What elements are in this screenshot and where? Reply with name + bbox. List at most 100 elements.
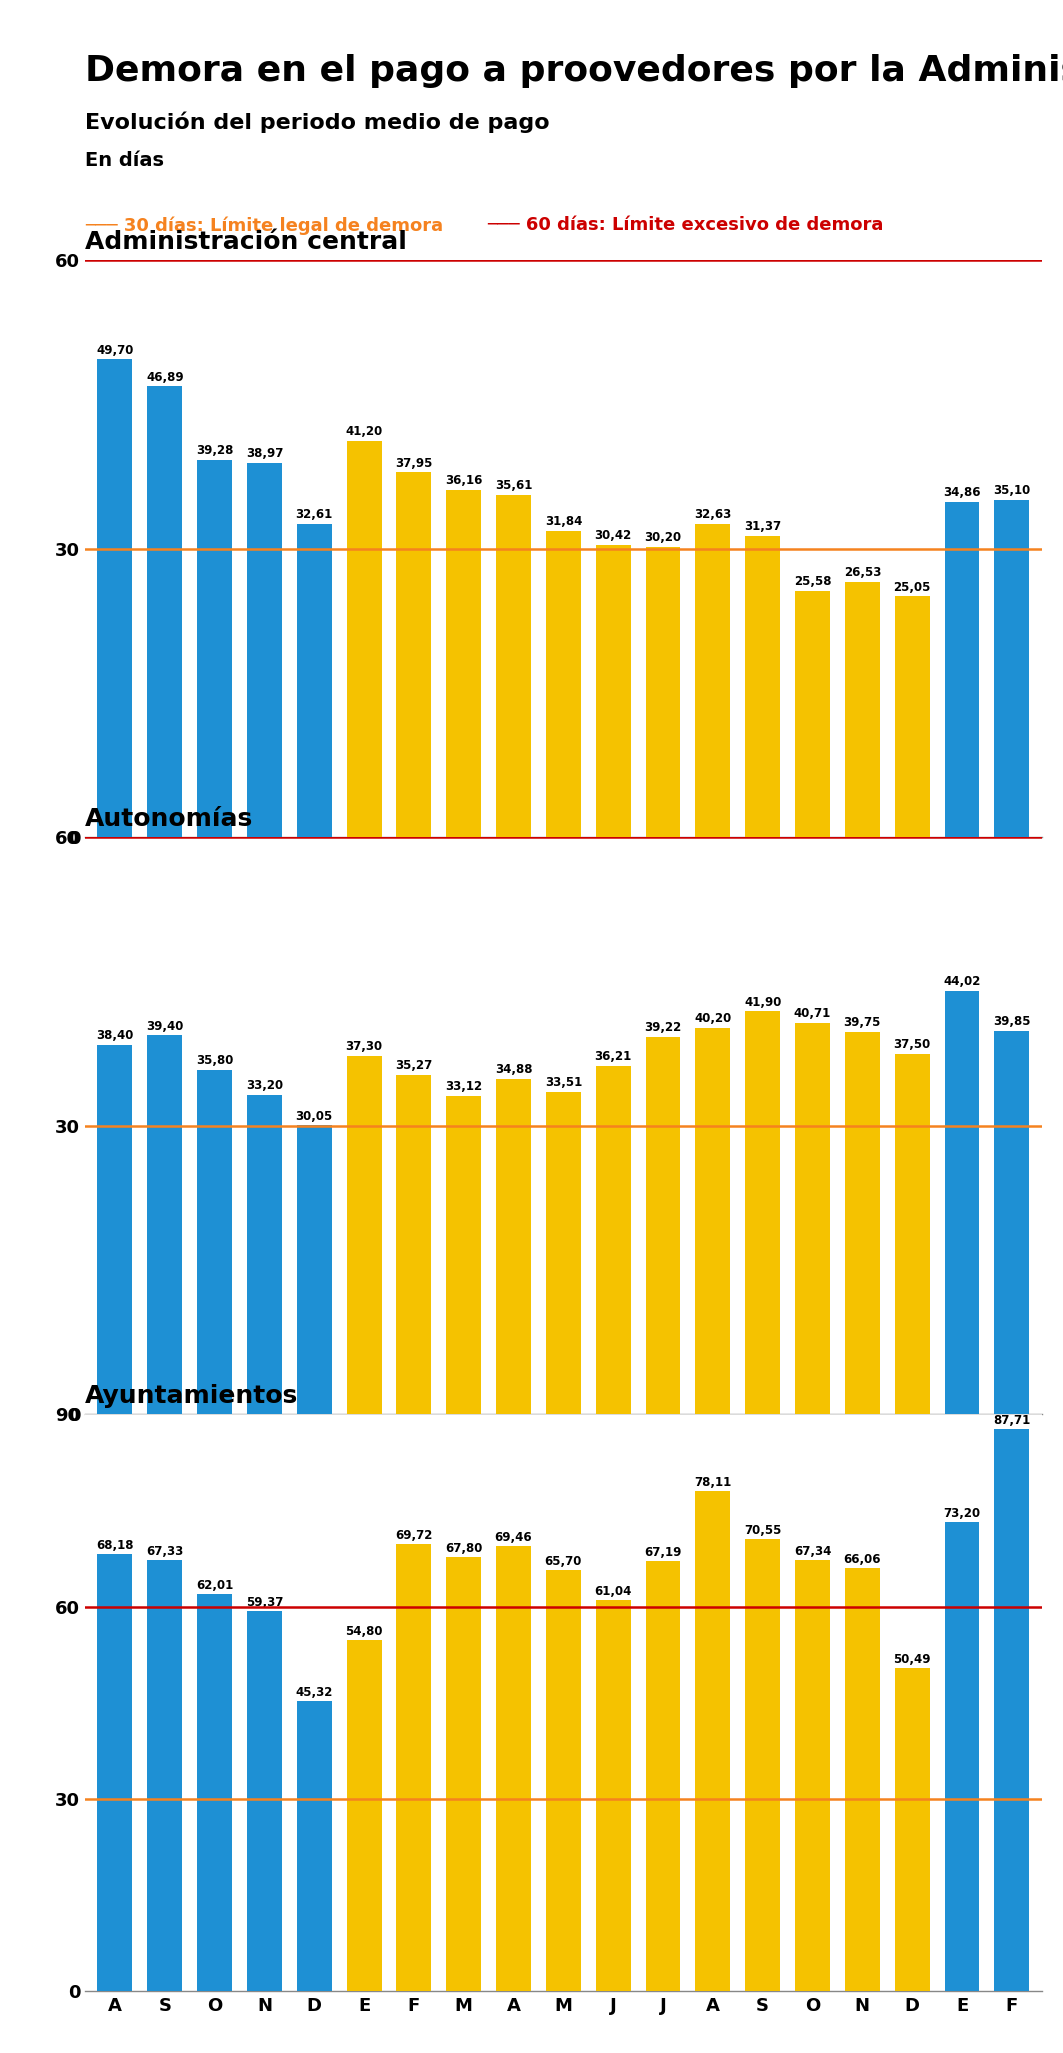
Text: 68,18: 68,18 [96,1540,134,1552]
Text: 2018: 2018 [191,1501,238,1519]
Text: 33,12: 33,12 [445,1080,483,1092]
Bar [895,597,930,838]
Text: 66,06: 66,06 [844,1552,881,1566]
Text: 2018: 2018 [191,924,238,942]
Text: 41,20: 41,20 [345,425,383,437]
Text: 36,21: 36,21 [594,1051,631,1063]
Text: 50,49: 50,49 [893,1653,931,1665]
Text: 61,04: 61,04 [594,1585,631,1597]
Bar [795,1560,830,1991]
Bar [546,1571,580,1991]
Text: 46,89: 46,89 [146,370,184,384]
Bar [695,524,730,838]
Text: 54,80: 54,80 [345,1626,383,1638]
Text: 31,84: 31,84 [544,515,583,528]
Bar [745,1012,780,1415]
Bar [347,1055,382,1415]
Text: Ayuntamientos: Ayuntamientos [85,1384,299,1408]
Text: 39,22: 39,22 [644,1020,681,1035]
Text: Autonomías: Autonomías [85,807,253,831]
Text: Demora en el pago a proovedores por la Administración: Demora en el pago a proovedores por la A… [85,51,1063,88]
Bar [98,1045,133,1415]
Text: 2019: 2019 [440,1501,487,1519]
Bar [845,1568,880,1991]
Bar [98,1554,133,1991]
Bar [645,546,680,838]
Bar [595,544,630,838]
Text: 67,19: 67,19 [644,1546,681,1558]
Bar [297,524,332,838]
Text: 38,40: 38,40 [97,1029,134,1043]
Text: 39,85: 39,85 [993,1016,1031,1029]
Text: 37,30: 37,30 [345,1039,383,1053]
Text: 69,72: 69,72 [395,1529,433,1542]
Bar [98,359,133,838]
Text: 87,71: 87,71 [993,1415,1030,1427]
Text: 35,27: 35,27 [395,1059,433,1072]
Text: 30,05: 30,05 [296,1109,333,1123]
Text: 39,40: 39,40 [146,1020,184,1033]
Text: 2020: 2020 [939,1501,985,1519]
Bar [546,532,580,838]
Text: 2020: 2020 [939,924,985,942]
Bar [148,386,182,838]
Text: 35,80: 35,80 [196,1053,233,1068]
Bar [595,1066,630,1415]
Text: 30,42: 30,42 [594,530,631,542]
Text: 40,20: 40,20 [694,1012,731,1024]
Bar [645,1560,680,1991]
Bar [197,1593,232,1991]
Bar [994,1429,1029,1991]
Text: 34,88: 34,88 [494,1063,533,1076]
Text: 30,20: 30,20 [644,532,681,544]
Bar [297,1125,332,1415]
Bar [197,460,232,838]
Text: Administración central: Administración central [85,230,407,255]
Text: 62,01: 62,01 [196,1579,233,1591]
Bar [446,489,482,838]
Bar [994,1031,1029,1415]
Text: 38,97: 38,97 [246,448,283,460]
Text: 39,28: 39,28 [196,443,233,456]
Text: 36,16: 36,16 [445,474,483,487]
Bar [446,1096,482,1415]
Text: 69,46: 69,46 [494,1532,533,1544]
Text: 31,37: 31,37 [744,519,781,534]
Bar [645,1037,680,1415]
Bar [895,1053,930,1415]
Bar [247,1612,282,1991]
Bar [396,1544,432,1991]
Text: 67,34: 67,34 [794,1544,831,1558]
Text: 44,02: 44,02 [943,975,981,987]
Bar [895,1667,930,1991]
Bar [496,495,532,838]
Bar [396,472,432,838]
Bar [446,1556,482,1991]
Bar [695,1490,730,1991]
Bar [994,499,1029,838]
Text: Evolución del periodo medio de pago: Evolución del periodo medio de pago [85,111,550,133]
Text: 70,55: 70,55 [744,1523,781,1538]
Text: En días: En días [85,150,164,170]
Text: ─── 30 días: Límite legal de demora: ─── 30 días: Límite legal de demora [85,216,443,234]
Text: 33,51: 33,51 [544,1076,583,1090]
Bar [945,1521,979,1991]
Text: 34,86: 34,86 [943,487,981,499]
Text: 35,61: 35,61 [495,478,533,493]
Bar [595,1599,630,1991]
Text: 41,90: 41,90 [744,996,781,1008]
Bar [148,1560,182,1991]
Text: 39,75: 39,75 [844,1016,881,1029]
Text: ─── 60 días: Límite excesivo de demora: ─── 60 días: Límite excesivo de demora [487,216,883,234]
Text: 49,70: 49,70 [97,343,134,357]
Text: 2019: 2019 [440,924,487,942]
Text: 59,37: 59,37 [246,1595,283,1610]
Text: 32,61: 32,61 [296,507,333,521]
Bar [148,1035,182,1415]
Text: 45,32: 45,32 [296,1686,333,1700]
Text: 33,20: 33,20 [246,1080,283,1092]
Text: 32,63: 32,63 [694,507,731,521]
Bar [347,441,382,838]
Text: 78,11: 78,11 [694,1476,731,1488]
Bar [845,1033,880,1415]
